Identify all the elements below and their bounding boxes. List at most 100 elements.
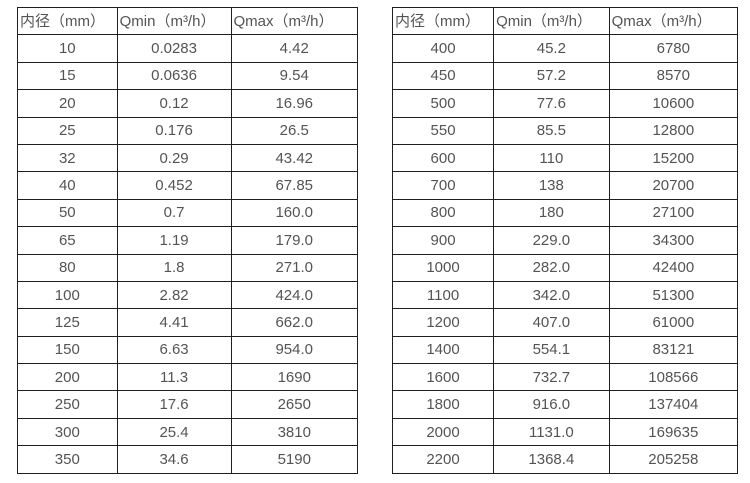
table-row: 15 0.0636 9.54 xyxy=(17,61,358,91)
table-header-row: 内径（mm） Qmin（m³/h） Qmax（m³/h） xyxy=(17,6,358,36)
table-cell: 34300 xyxy=(608,226,739,255)
table-cell: 43.42 xyxy=(230,143,358,173)
table-cell: 32 xyxy=(17,143,118,173)
table-cell: 0.0283 xyxy=(116,34,232,63)
table-row: 900 229.0 34300 xyxy=(391,226,739,255)
table-cell: 67.85 xyxy=(230,171,358,200)
table-cell: 15 xyxy=(17,61,118,91)
table-cell: 34.6 xyxy=(116,445,232,474)
table-row: 40 0.452 67.85 xyxy=(17,171,358,200)
table-row: 125 4.41 662.0 xyxy=(17,308,358,337)
table-cell: 12800 xyxy=(608,116,739,145)
table-cell: 229.0 xyxy=(493,226,610,255)
table-cell: 1.19 xyxy=(116,226,232,255)
table-cell: 77.6 xyxy=(493,89,610,118)
column-header: Qmax（m³/h） xyxy=(230,6,358,36)
table-row: 65 1.19 179.0 xyxy=(17,226,358,255)
table-cell: 61000 xyxy=(608,308,739,337)
table-cell: 271.0 xyxy=(230,253,358,282)
table-cell: 160.0 xyxy=(230,198,358,228)
table-cell: 169635 xyxy=(608,417,739,447)
table-cell: 1400 xyxy=(391,335,495,365)
table-header-row: 内径（mm） Qmin（m³/h） Qmax（m³/h） xyxy=(17,6,358,36)
table-cell: 2200 xyxy=(391,445,495,474)
table-row: 550 85.5 12800 xyxy=(391,116,739,145)
table-row: 10 0.0283 4.42 xyxy=(17,34,358,63)
table-cell: 108566 xyxy=(608,363,739,392)
table-cell: 50 xyxy=(17,198,118,228)
column-header: Qmin（m³/h） xyxy=(493,6,610,36)
table-row: 1800 916.0 137404 xyxy=(391,390,739,419)
table-header-row: 内径（mm） Qmin（m³/h） Qmax（m³/h） xyxy=(391,6,739,36)
table-cell: 150 xyxy=(17,335,118,365)
table-cell: 45.2 xyxy=(493,34,610,63)
table-cell: 42400 xyxy=(608,253,739,282)
table-cell: 350 xyxy=(17,445,118,474)
table-cell: 1.8 xyxy=(116,253,232,282)
table-cell: 0.0636 xyxy=(116,61,232,91)
table-cell: 1690 xyxy=(230,363,358,392)
table-row: 200 11.3 1690 xyxy=(17,363,358,392)
table-cell: 200 xyxy=(17,363,118,392)
table-cell: 0.7 xyxy=(116,198,232,228)
table-cell: 282.0 xyxy=(493,253,610,282)
table-cell: 1000 xyxy=(391,253,495,282)
table-row: 300 25.4 3810 xyxy=(17,417,358,447)
table-cell: 110 xyxy=(493,143,610,173)
table-cell: 300 xyxy=(17,417,118,447)
table-cell: 1200 xyxy=(391,308,495,337)
table-row: 1000 282.0 42400 xyxy=(391,253,739,282)
table-row: 150 6.63 954.0 xyxy=(17,335,358,365)
table-cell: 400 xyxy=(391,34,495,63)
table-row: 350 34.6 5190 xyxy=(17,445,358,474)
table-cell: 83121 xyxy=(608,335,739,365)
table-header-row: 内径（mm） Qmin（m³/h） Qmax（m³/h） xyxy=(391,6,739,36)
table-cell: 40 xyxy=(17,171,118,200)
table-cell: 1131.0 xyxy=(493,417,610,447)
table-cell: 916.0 xyxy=(493,390,610,419)
table-row: 800 180 27100 xyxy=(391,198,739,228)
table-cell: 65 xyxy=(17,226,118,255)
column-header: Qmin（m³/h） xyxy=(116,6,232,36)
table-row: 1100 342.0 51300 xyxy=(391,280,739,310)
table-cell: 8570 xyxy=(608,61,739,91)
table-cell: 138 xyxy=(493,171,610,200)
column-header: 内径（mm） xyxy=(17,6,118,36)
table-row: 100 2.82 424.0 xyxy=(17,280,358,310)
table-row: 1200 407.0 61000 xyxy=(391,308,739,337)
table-cell: 137404 xyxy=(608,390,739,419)
table-cell: 26.5 xyxy=(230,116,358,145)
table-cell: 662.0 xyxy=(230,308,358,337)
table-cell: 179.0 xyxy=(230,226,358,255)
table-body: 10 0.0283 4.42 15 0.0636 9.54 20 0.12 16.96 25 0.1… xyxy=(17,34,358,474)
table-row: 700 138 20700 xyxy=(391,171,739,200)
table-cell: 250 xyxy=(17,390,118,419)
table-cell: 954.0 xyxy=(230,335,358,365)
table-cell: 700 xyxy=(391,171,495,200)
table-cell: 25.4 xyxy=(116,417,232,447)
table-cell: 0.176 xyxy=(116,116,232,145)
table-cell: 424.0 xyxy=(230,280,358,310)
table-row: 1600 732.7 108566 xyxy=(391,363,739,392)
table-row: 1400 554.1 83121 xyxy=(391,335,739,365)
table-cell: 11.3 xyxy=(116,363,232,392)
table-cell: 1100 xyxy=(391,280,495,310)
table-cell: 20 xyxy=(17,89,118,118)
table-cell: 0.12 xyxy=(116,89,232,118)
table-row: 50 0.7 160.0 xyxy=(17,198,358,228)
table-cell: 16.96 xyxy=(230,89,358,118)
flow-table-large-diameters: 内径（mm） Qmin（m³/h） Qmax（m³/h） 400 45.2 6780 45… xyxy=(391,6,739,474)
table-row: 25 0.176 26.5 xyxy=(17,116,358,145)
table-cell: 57.2 xyxy=(493,61,610,91)
table-cell: 900 xyxy=(391,226,495,255)
table-row: 500 77.6 10600 xyxy=(391,89,739,118)
table-cell: 554.1 xyxy=(493,335,610,365)
table-cell: 9.54 xyxy=(230,61,358,91)
table-cell: 4.41 xyxy=(116,308,232,337)
table-cell: 0.29 xyxy=(116,143,232,173)
table-row: 2200 1368.4 205258 xyxy=(391,445,739,474)
table-body: 400 45.2 6780 450 57.2 8570 500 77.6 10600 550 85.… xyxy=(391,34,739,474)
table-cell: 80 xyxy=(17,253,118,282)
table-cell: 550 xyxy=(391,116,495,145)
